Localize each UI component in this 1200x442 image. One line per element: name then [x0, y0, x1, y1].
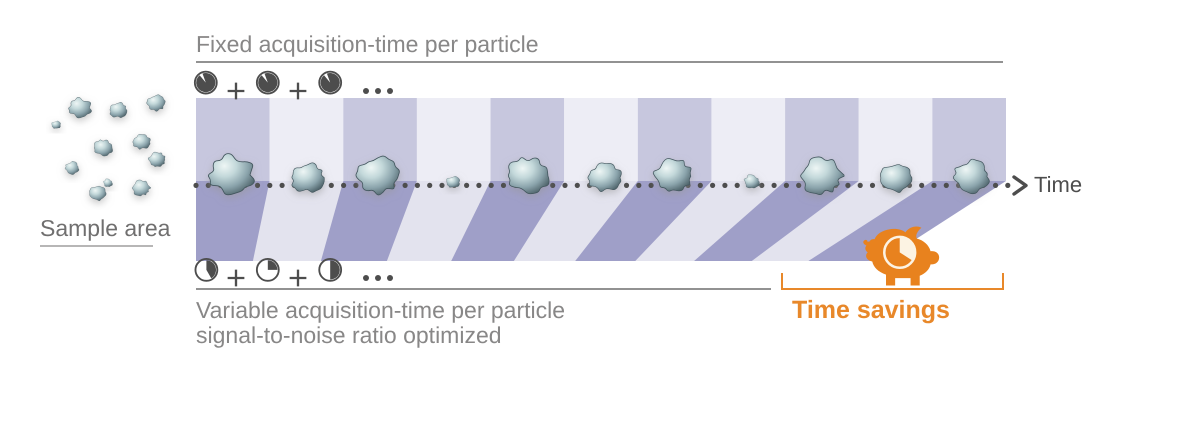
- svg-text:Fixed acquisition-time per par: Fixed acquisition-time per particle: [196, 31, 539, 57]
- svg-text:Variable acquisition-time per: Variable acquisition-time per particle: [196, 297, 565, 323]
- svg-text:Sample area: Sample area: [40, 215, 171, 241]
- svg-text:Time savings: Time savings: [792, 296, 950, 324]
- svg-text:signal-to-noise ratio optimize: signal-to-noise ratio optimized: [196, 322, 502, 348]
- svg-text:Time: Time: [1034, 172, 1082, 197]
